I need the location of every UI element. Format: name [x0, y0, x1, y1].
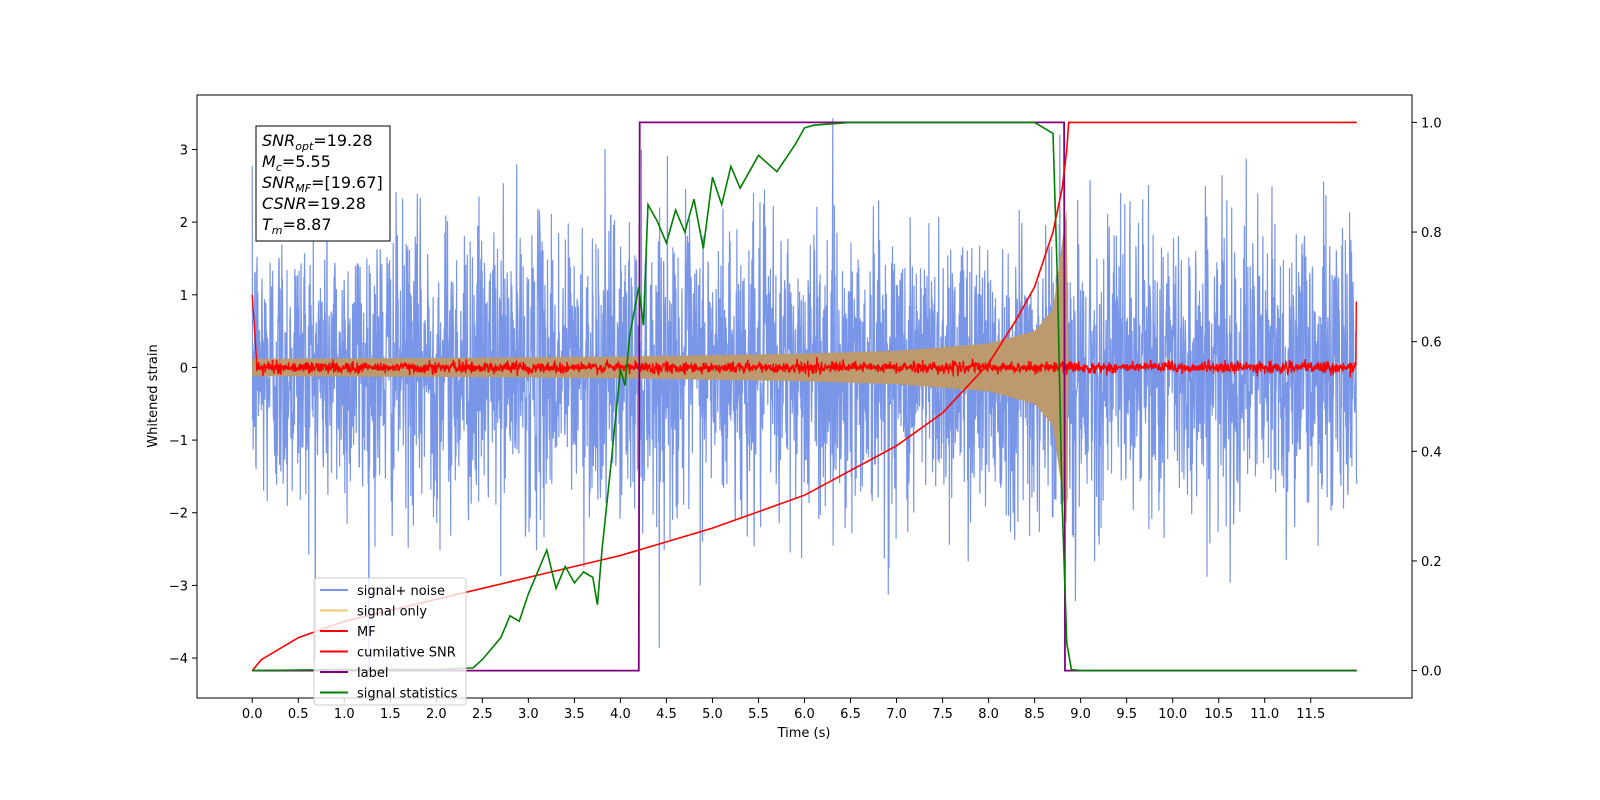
- plot-area: [251, 118, 1358, 673]
- x-tick-label: 2.0: [426, 707, 447, 722]
- x-axis-label: Time (s): [777, 726, 831, 741]
- x-tick-label: 7.5: [932, 707, 953, 722]
- annotation-symbol: SNR: [262, 173, 295, 192]
- annotation-subscript: m: [272, 224, 283, 237]
- x-tick-label: 8.0: [978, 707, 999, 722]
- x-tick-label: 0.5: [288, 707, 309, 722]
- x-tick-label: 1.5: [380, 707, 401, 722]
- x-tick-label: 4.5: [656, 707, 677, 722]
- y-tick-label: −3: [169, 579, 188, 594]
- annotation-symbol: SNR: [262, 131, 295, 150]
- legend: signal+ noise signal only MF cumilative SNR…: [313, 577, 467, 706]
- annotation-line: CSNR=19.28: [262, 194, 366, 213]
- annotation-value: =19.28: [313, 131, 372, 150]
- annotation-subscript: c: [276, 161, 282, 174]
- y-tick-label: 1: [180, 289, 188, 304]
- x-tick-label: 8.5: [1024, 707, 1045, 722]
- x-tick-label: 9.0: [1070, 707, 1091, 722]
- annotation-symbol: CSNR: [262, 194, 307, 213]
- annotation-value: =5.55: [282, 152, 331, 171]
- legend-entry-label: label: [357, 666, 388, 681]
- y2-tick-label: 0.6: [1421, 336, 1442, 351]
- legend-entry-label: cumilative SNR: [357, 646, 456, 661]
- x-tick-label: 5.0: [702, 707, 723, 722]
- x-tick-label: 10.0: [1158, 707, 1187, 722]
- annotation-symbol: T: [262, 215, 273, 234]
- x-tick-label: 7.0: [886, 707, 907, 722]
- x-tick-label: 4.0: [610, 707, 631, 722]
- y-tick-label: −2: [169, 507, 188, 522]
- legend-frame: [313, 577, 467, 706]
- x-tick-label: 5.5: [748, 707, 769, 722]
- series-signal-statistics-line: [252, 121, 1357, 672]
- x-tick-label: 0.0: [242, 707, 263, 722]
- annotation-value: =8.87: [283, 215, 332, 234]
- annotation-box-frame: [255, 125, 391, 242]
- x-tick-label: 2.5: [472, 707, 493, 722]
- legend-entry-label: signal statistics: [357, 687, 458, 702]
- x-tick-label: 1.0: [334, 707, 355, 722]
- y2-tick-label: 0.4: [1421, 445, 1442, 460]
- y-tick-label: 3: [180, 143, 188, 158]
- annotation-line: SNRopt=19.28: [262, 131, 373, 153]
- annotation-line: SNRMF=[19.67]: [262, 173, 383, 195]
- y-tick-label: 0: [180, 361, 188, 376]
- annotation-subscript: opt: [295, 140, 314, 153]
- y2-tick-label: 0.8: [1421, 226, 1442, 241]
- x-tick-label: 3.0: [518, 707, 539, 722]
- y-tick-label: 2: [180, 216, 188, 231]
- x-tick-label: 6.0: [794, 707, 815, 722]
- stats-annotation-box: SNRopt=19.28Mc=5.55SNRMF=[19.67]CSNR=19.…: [255, 125, 391, 242]
- legend-entry-label: signal+ noise: [357, 584, 445, 599]
- y-axis-label: Whitened strain: [146, 344, 161, 447]
- y2-tick-label: 0.2: [1421, 555, 1442, 570]
- annotation-value: =19.28: [307, 194, 366, 213]
- y2-tick-label: 0.0: [1421, 665, 1442, 680]
- y-tick-label: −1: [169, 434, 188, 449]
- series-mf-line: [251, 294, 1357, 378]
- annotation-symbol: M: [262, 152, 276, 171]
- annotation-line: Mc=5.55: [262, 152, 331, 174]
- x-tick-label: 10.5: [1204, 707, 1233, 722]
- annotation-value: =[19.67]: [311, 173, 383, 192]
- legend-entry-label: MF: [357, 625, 376, 640]
- x-tick-label: 11.5: [1296, 707, 1325, 722]
- y2-axis: 0.0 0.2 0.4 0.6 0.8 1.0: [1412, 116, 1442, 680]
- y2-tick-label: 1.0: [1421, 116, 1442, 131]
- x-tick-label: 6.5: [840, 707, 861, 722]
- y-axis: −4 −3 −2 −1 0 1 2 3: [169, 143, 197, 667]
- x-axis: 0.0 0.5 1.0 1.5 2.0 2.5 3.0 3.5 4.0 4.5 5.0 5.5 6.0 6…: [242, 698, 1325, 722]
- x-tick-label: 3.5: [564, 707, 585, 722]
- annotation-line: Tm=8.87: [262, 215, 332, 237]
- y-tick-label: −4: [169, 652, 188, 667]
- x-tick-label: 11.0: [1250, 707, 1279, 722]
- annotation-subscript: MF: [295, 182, 311, 195]
- x-tick-label: 9.5: [1116, 707, 1137, 722]
- legend-entry-label: signal only: [357, 605, 427, 620]
